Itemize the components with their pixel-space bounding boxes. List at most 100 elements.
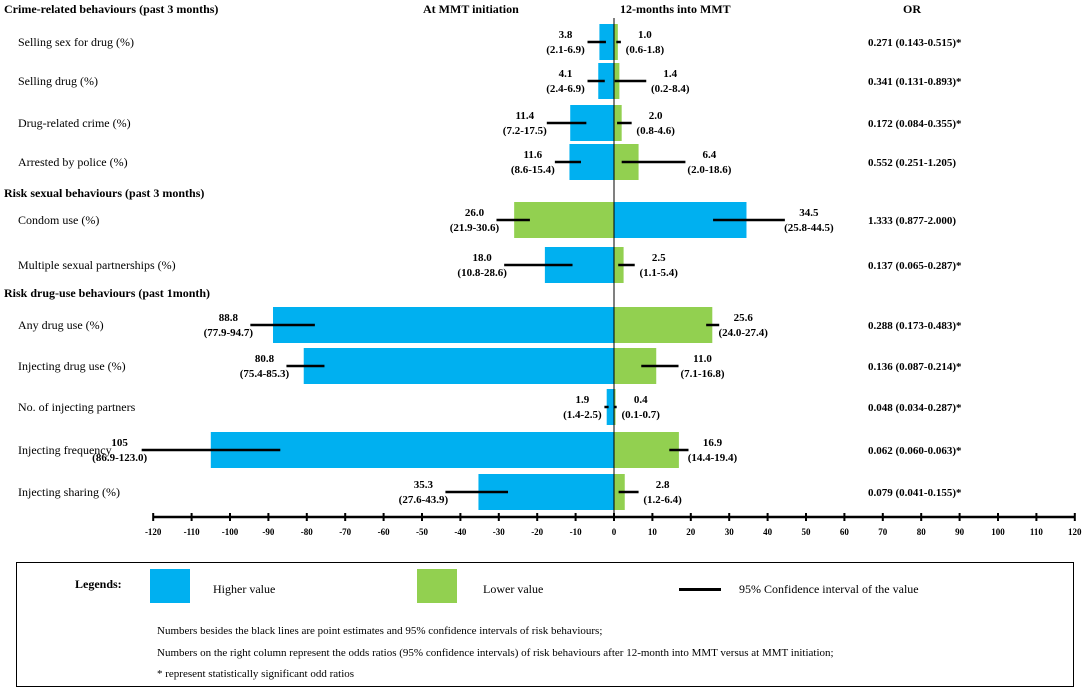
row-label: No. of injecting partners — [18, 400, 136, 414]
x-tick-label: -30 — [493, 527, 505, 537]
group-title: Risk sexual behaviours (past 3 months) — [4, 186, 204, 200]
value-label-right: 2.0 — [649, 110, 663, 122]
x-tick-label: 110 — [1030, 527, 1044, 537]
ci-label-right: (24.0-27.4) — [718, 327, 768, 339]
value-label-left: 11.4 — [515, 110, 534, 122]
ci-label-left: (2.4-6.9) — [546, 83, 585, 95]
or-value: 0.062 (0.060-0.063)* — [868, 445, 962, 457]
value-label-right: 11.0 — [693, 353, 712, 365]
value-label-left: 3.8 — [559, 29, 573, 41]
or-value: 0.552 (0.251-1.205) — [868, 157, 956, 169]
ci-label-right: (0.2-8.4) — [651, 83, 690, 95]
value-label-right: 16.9 — [703, 437, 723, 449]
value-label-left: 1.9 — [576, 394, 590, 406]
legend-box: Legends: Higher value Lower value 95% Co… — [16, 562, 1074, 687]
x-tick-label: -90 — [262, 527, 274, 537]
legend-ci-label: 95% Confidence interval of the value — [739, 582, 919, 596]
row-label: Injecting drug use (%) — [18, 359, 126, 373]
x-tick-label: 30 — [725, 527, 735, 537]
column-header-or: OR — [903, 2, 921, 16]
bar-right — [614, 432, 679, 468]
legend-note-3: * represent statistically significant od… — [157, 668, 355, 680]
ci-label-left: (1.4-2.5) — [563, 409, 602, 421]
ci-label-left: (10.8-28.6) — [457, 267, 507, 279]
or-value: 0.172 (0.084-0.355)* — [868, 118, 962, 130]
ci-label-right: (0.6-1.8) — [626, 44, 665, 56]
or-value: 0.271 (0.143-0.515)* — [868, 37, 962, 49]
ci-label-left: (75.4-85.3) — [240, 368, 290, 380]
x-tick-label: -120 — [145, 527, 162, 537]
row-label: Drug-related crime (%) — [18, 116, 131, 130]
x-tick-label: 50 — [802, 527, 812, 537]
value-label-right: 0.4 — [634, 394, 648, 406]
ci-label-left: (27.6-43.9) — [399, 494, 449, 506]
x-tick-label: 120 — [1068, 527, 1082, 537]
row-label: Multiple sexual partnerships (%) — [18, 258, 176, 272]
row-label: Arrested by police (%) — [18, 155, 128, 169]
value-label-right: 34.5 — [799, 207, 819, 219]
or-value: 0.137 (0.065-0.287)* — [868, 260, 962, 272]
x-tick-label: 0 — [612, 527, 617, 537]
or-value: 1.333 (0.877-2.000) — [868, 215, 956, 227]
legend-higher-swatch — [150, 569, 190, 603]
ci-label-left: (77.9-94.7) — [204, 327, 254, 339]
legend-lower-swatch — [417, 569, 457, 603]
x-tick-label: -70 — [339, 527, 351, 537]
bar-left — [303, 348, 614, 384]
value-label-right: 1.4 — [663, 68, 677, 80]
value-label-left: 105 — [111, 437, 128, 449]
value-label-right: 2.5 — [652, 252, 666, 264]
bar-right — [614, 24, 618, 60]
x-tick-label: -60 — [378, 527, 390, 537]
bar-left — [598, 63, 614, 99]
column-header-right: 12-months into MMT — [620, 2, 731, 16]
ci-label-left: (8.6-15.4) — [511, 164, 555, 176]
value-label-left: 26.0 — [465, 207, 485, 219]
value-label-left: 4.1 — [559, 68, 573, 80]
value-label-left: 11.6 — [524, 149, 543, 161]
ci-label-right: (2.0-18.6) — [687, 164, 731, 176]
bar-left — [606, 389, 614, 425]
x-tick-label: 40 — [763, 527, 773, 537]
legend-title: Legends: — [75, 577, 122, 591]
column-header-left: At MMT initiation — [423, 2, 519, 16]
or-value: 0.288 (0.173-0.483)* — [868, 320, 962, 332]
value-label-left: 80.8 — [255, 353, 275, 365]
x-tick-label: -110 — [184, 527, 201, 537]
group-title: Crime-related behaviours (past 3 months) — [4, 2, 218, 16]
bar-right — [614, 307, 713, 343]
or-value: 0.136 (0.087-0.214)* — [868, 361, 962, 373]
x-tick-label: -80 — [301, 527, 313, 537]
x-tick-label: -40 — [454, 527, 466, 537]
bar-left — [514, 202, 614, 238]
ci-label-right: (1.1-5.4) — [639, 267, 678, 279]
ci-label-left: (86.9-123.0) — [92, 452, 147, 464]
legend-note-2: Numbers on the right column represent th… — [157, 647, 834, 659]
legend-lower-label: Lower value — [483, 582, 544, 596]
x-tick-label: 80 — [917, 527, 927, 537]
x-tick-label: -20 — [531, 527, 543, 537]
ci-label-right: (14.4-19.4) — [688, 452, 738, 464]
value-label-right: 6.4 — [703, 149, 717, 161]
group-title: Risk drug-use behaviours (past 1month) — [4, 286, 210, 300]
value-label-left: 18.0 — [473, 252, 493, 264]
bar-left — [599, 24, 614, 60]
bar-left — [273, 307, 614, 343]
ci-label-right: (25.8-44.5) — [784, 222, 834, 234]
row-label: Any drug use (%) — [18, 318, 104, 332]
ci-label-left: (21.9-30.6) — [450, 222, 500, 234]
x-tick-label: 90 — [955, 527, 965, 537]
legend-higher-label: Higher value — [213, 582, 276, 596]
row-label: Injecting sharing (%) — [18, 485, 120, 499]
value-label-right: 1.0 — [638, 29, 652, 41]
ci-label-left: (7.2-17.5) — [503, 125, 547, 137]
or-value: 0.079 (0.041-0.155)* — [868, 487, 962, 499]
x-tick-label: -10 — [570, 527, 582, 537]
x-tick-label: -100 — [222, 527, 239, 537]
value-label-right: 2.8 — [656, 479, 670, 491]
or-value: 0.341 (0.131-0.893)* — [868, 76, 962, 88]
ci-label-right: (0.1-0.7) — [621, 409, 660, 421]
x-tick-label: 20 — [686, 527, 696, 537]
or-value: 0.048 (0.034-0.287)* — [868, 402, 962, 414]
x-tick-label: 10 — [648, 527, 658, 537]
